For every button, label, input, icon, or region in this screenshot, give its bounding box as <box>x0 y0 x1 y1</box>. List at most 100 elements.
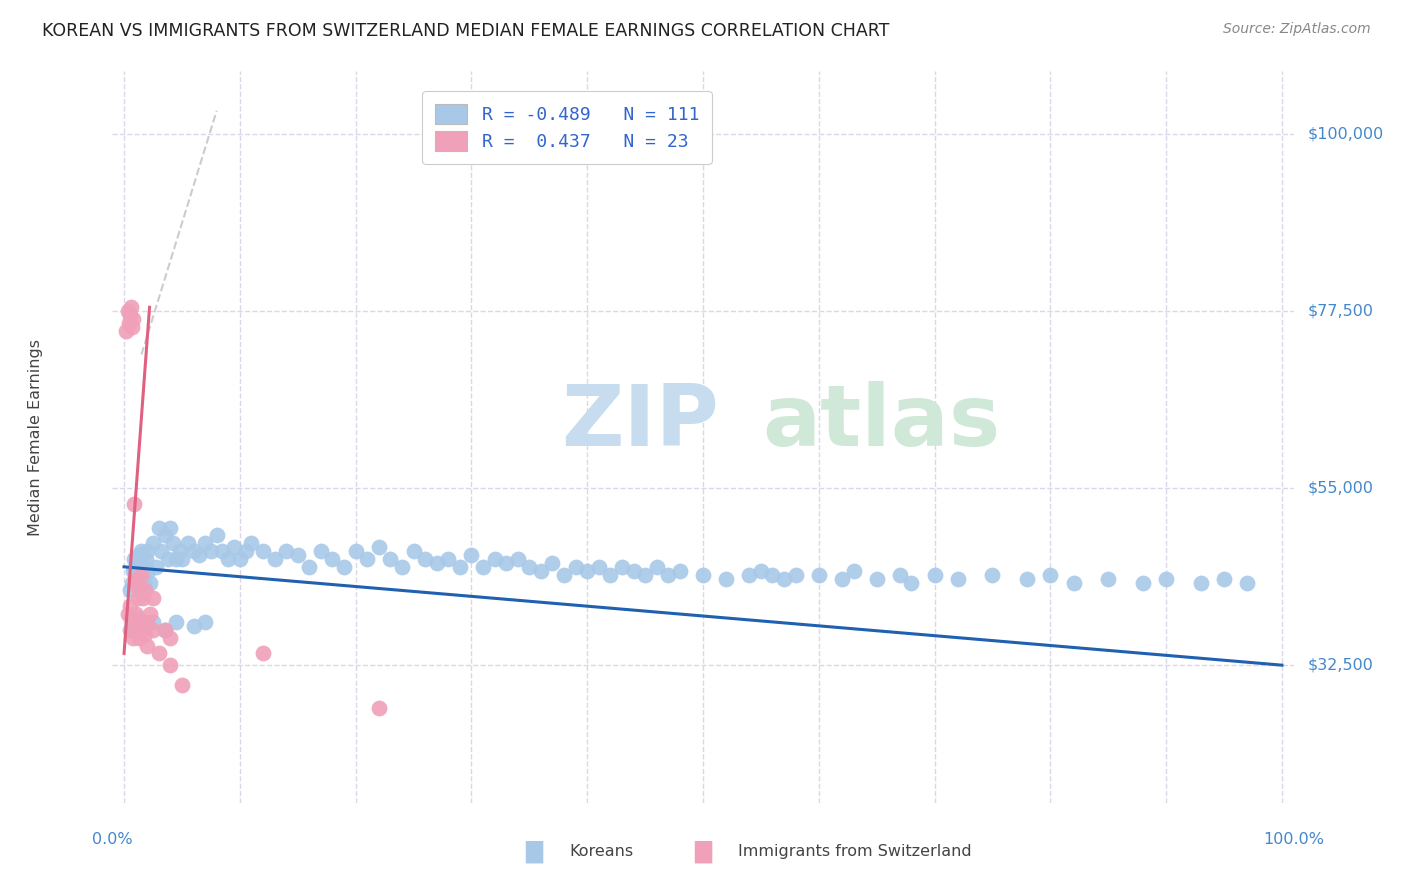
Point <box>159 631 181 645</box>
Text: 100.0%: 100.0% <box>1263 832 1324 847</box>
Text: $55,000: $55,000 <box>1308 481 1374 496</box>
Point <box>194 536 217 550</box>
Point <box>131 591 153 606</box>
Point <box>134 626 156 640</box>
Point <box>785 567 807 582</box>
Point <box>118 583 141 598</box>
Text: Median Female Earnings: Median Female Earnings <box>28 339 44 535</box>
Point <box>924 567 946 582</box>
Point <box>391 559 413 574</box>
Point <box>623 564 645 578</box>
Text: ZIP: ZIP <box>561 381 718 464</box>
Point <box>380 552 402 566</box>
Point <box>136 639 159 653</box>
Point <box>165 615 187 629</box>
Point <box>122 615 145 629</box>
Point <box>217 552 239 566</box>
Point <box>900 575 922 590</box>
Text: Source: ZipAtlas.com: Source: ZipAtlas.com <box>1223 22 1371 37</box>
Point <box>564 559 586 574</box>
Point <box>761 567 783 582</box>
Point <box>138 564 160 578</box>
Point <box>127 591 149 606</box>
Point <box>484 552 506 566</box>
Text: KOREAN VS IMMIGRANTS FROM SWITZERLAND MEDIAN FEMALE EARNINGS CORRELATION CHART: KOREAN VS IMMIGRANTS FROM SWITZERLAND ME… <box>42 22 890 40</box>
Point <box>1236 575 1258 590</box>
Text: atlas: atlas <box>762 381 1000 464</box>
Point <box>1213 572 1236 586</box>
Point <box>287 548 309 562</box>
Text: █: █ <box>695 840 711 863</box>
Point <box>222 540 245 554</box>
Point <box>344 544 367 558</box>
Point <box>129 580 152 594</box>
Point <box>657 567 679 582</box>
Point <box>276 544 298 558</box>
Point <box>645 559 668 574</box>
Point <box>472 559 495 574</box>
Point <box>150 544 173 558</box>
Point <box>205 528 228 542</box>
Point <box>118 599 141 614</box>
Point <box>1132 575 1154 590</box>
Point <box>135 552 157 566</box>
Point <box>333 559 356 574</box>
Point <box>576 564 599 578</box>
Point <box>749 564 772 578</box>
Point <box>157 552 180 566</box>
Point <box>131 567 153 582</box>
Point <box>124 559 146 574</box>
Point <box>136 615 159 629</box>
Point <box>127 567 149 582</box>
Point <box>134 619 156 633</box>
Point <box>1017 572 1039 586</box>
Point <box>541 556 564 570</box>
Point <box>142 623 165 637</box>
Point <box>188 548 211 562</box>
Point <box>131 567 153 582</box>
Point <box>153 528 176 542</box>
Text: █: █ <box>526 840 543 863</box>
Point <box>124 607 146 621</box>
Point <box>138 607 160 621</box>
Point <box>298 559 321 574</box>
Point <box>773 572 796 586</box>
Point <box>124 552 146 566</box>
Point <box>263 552 285 566</box>
Point <box>117 607 139 621</box>
Point <box>634 567 657 582</box>
Point <box>145 559 167 574</box>
Point <box>367 701 389 715</box>
Point <box>159 658 181 673</box>
Point <box>125 572 148 586</box>
Point <box>131 544 153 558</box>
Point <box>128 631 150 645</box>
Point <box>842 564 865 578</box>
Point <box>610 559 633 574</box>
Point <box>129 559 152 574</box>
Point <box>356 552 378 566</box>
Point <box>1189 575 1212 590</box>
Point <box>122 312 145 326</box>
Point <box>235 544 257 558</box>
Text: $32,500: $32,500 <box>1308 657 1374 673</box>
Point <box>118 316 141 330</box>
Point <box>517 559 540 574</box>
Point <box>122 631 145 645</box>
Point <box>553 567 575 582</box>
Point <box>889 567 911 582</box>
Text: Koreans: Koreans <box>569 845 634 859</box>
Text: Immigrants from Switzerland: Immigrants from Switzerland <box>738 845 972 859</box>
Point <box>807 567 830 582</box>
Point <box>211 544 233 558</box>
Point <box>118 623 141 637</box>
Point <box>946 572 969 586</box>
Point <box>240 536 263 550</box>
Point <box>321 552 343 566</box>
Point <box>128 583 150 598</box>
Point <box>866 572 889 586</box>
Point <box>183 544 205 558</box>
Point <box>121 320 143 334</box>
Point <box>413 552 436 566</box>
Point <box>142 591 165 606</box>
